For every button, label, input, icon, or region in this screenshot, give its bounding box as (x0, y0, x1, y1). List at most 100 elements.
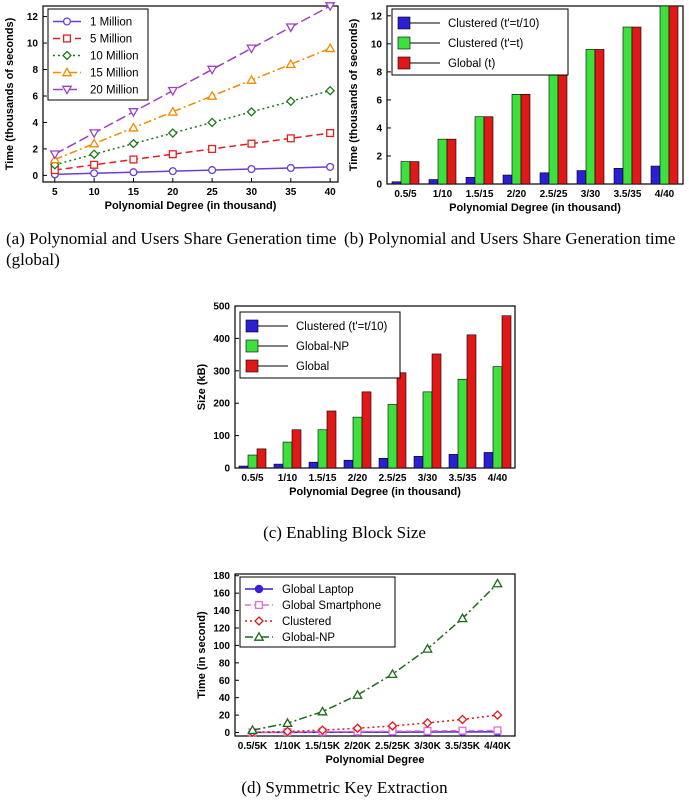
y-tick-label: 10 (371, 39, 383, 50)
bar (501, 315, 512, 468)
bar (483, 452, 494, 468)
legend-label: 15 Million (90, 68, 139, 80)
data-point (88, 129, 100, 139)
series-line (54, 132, 331, 171)
legend-swatch (397, 56, 411, 70)
legend-entry: Clustered (t'=t/10) (245, 319, 388, 333)
data-point (493, 726, 502, 735)
legend-entry: Clustered (t'=t/10) (397, 16, 540, 30)
bar (317, 429, 328, 468)
series-line (54, 166, 331, 176)
bar (448, 454, 459, 468)
x-tick-label: 2.5/25 (540, 189, 568, 200)
bar (520, 93, 531, 184)
data-point (325, 85, 336, 96)
bar (492, 366, 503, 468)
bar (613, 168, 624, 184)
legend-entry: 15 Million (53, 66, 139, 80)
bar (422, 391, 433, 468)
y-tick-label: 6 (376, 95, 382, 106)
legend-entry: 1 Million (53, 17, 132, 29)
bar (343, 459, 354, 468)
data-point (206, 65, 218, 76)
data-point (246, 44, 257, 54)
legend-label: 1 Million (90, 17, 132, 29)
caption-a: (a) Polynomial and Users Share Generatio… (6, 229, 337, 269)
y-tick-label: 200 (213, 399, 230, 410)
legend-label: 10 Million (90, 51, 139, 63)
legend-marker (62, 17, 72, 26)
series-line (54, 5, 331, 155)
chart-a-polynomial-share-time-global: 0 2 4 6 8 10 12 Polynomial Degree (in thousand)… (4, 2, 339, 212)
data-point (282, 726, 293, 737)
x-tick-label: 4/40 (655, 189, 675, 200)
data-point (128, 108, 139, 118)
bar (413, 456, 424, 468)
data-point (167, 86, 179, 97)
bar (474, 116, 485, 184)
caption-c: (c) Enabling Block Size (263, 523, 426, 542)
x-tick-label: 5 (52, 187, 58, 198)
x-tick-label: 0.5/5 (394, 189, 417, 200)
legend-label: Clustered (t'=t) (448, 38, 524, 50)
caption-d: (d) Symmetric Key Extraction (241, 778, 448, 797)
legend-swatch (397, 16, 411, 30)
plot-frame (386, 5, 684, 185)
data-point (49, 150, 61, 160)
x-tick-label: 1/10 (278, 473, 298, 484)
legend-label: Global-NP (282, 632, 335, 644)
series (50, 128, 335, 175)
chart-c-enabling-block-size: 0 100 200 300 400 500 Polynomial Degree (in th… (196, 302, 516, 498)
x-tick-label: 1.5/15 (466, 189, 494, 200)
y-tick-label: 100 (213, 431, 230, 442)
data-point (89, 149, 100, 160)
x-axis-label: Polynomial Degree (325, 754, 424, 766)
y-axis-label: Time (thousands of seconds) (4, 17, 16, 170)
data-point (285, 96, 296, 107)
data-point (458, 726, 467, 735)
legend-entry: Global (t) (397, 56, 495, 70)
y-tick-label: 2 (376, 151, 382, 162)
bar (361, 391, 372, 468)
legend-label: Global Laptop (282, 584, 354, 596)
x-tick-label: 2.5/25 (379, 473, 407, 484)
x-tick-label: 2.5/25K (375, 741, 411, 752)
bar (585, 49, 596, 184)
bar (400, 161, 411, 184)
y-tick-label: 12 (27, 12, 39, 23)
legend-marker (254, 600, 264, 610)
y-axis-label: Time (thousands of seconds) (348, 18, 360, 171)
x-axis-label: Polynomial Degree (in thousand) (449, 202, 621, 214)
data-point (387, 720, 398, 731)
legend-entry: 20 Million (53, 85, 139, 97)
data-point (128, 122, 139, 132)
legend-entry: Global-NP (245, 339, 349, 353)
bar (466, 334, 477, 468)
data-point (492, 578, 503, 588)
data-point (422, 718, 433, 728)
data-point (286, 134, 295, 143)
data-point (387, 668, 398, 679)
bars (238, 315, 512, 468)
y-axis-label: Time (in second) (196, 611, 208, 699)
data-point (285, 23, 297, 33)
x-tick-label: 3/30 (581, 189, 601, 200)
x-tick-label: 1.5/15 (309, 473, 337, 484)
bar (396, 372, 407, 468)
bars (391, 6, 679, 184)
plot-frame (234, 573, 516, 737)
legend: Global Laptop Global Smartphone Clustered G… (239, 576, 396, 648)
legend: Clustered (t'=t/10) Clustered (t'=t) Globa… (391, 8, 569, 76)
bar (428, 179, 439, 184)
data-point (168, 167, 177, 176)
data-point (423, 726, 432, 735)
data-point (246, 106, 257, 117)
legend-entry: Global-NP (245, 631, 335, 644)
x-tick-label: 1/10K (274, 741, 301, 752)
y-tick-label: 8 (376, 67, 382, 78)
bar (548, 71, 559, 184)
y-tick-label: 500 (213, 302, 230, 313)
x-tick-label: 25 (207, 187, 219, 198)
y-tick-label: 120 (213, 624, 230, 635)
x-tick-label: 3/30K (414, 741, 441, 752)
